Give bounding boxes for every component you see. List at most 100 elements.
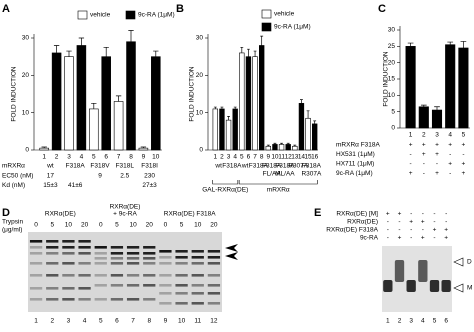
lane-number: 7 bbox=[131, 318, 135, 325]
bar bbox=[405, 46, 416, 129]
y-tick-label: 10 bbox=[388, 92, 396, 99]
row-cell: + bbox=[448, 161, 452, 168]
row-cell: 15±3 bbox=[43, 182, 58, 189]
error-bar bbox=[280, 142, 283, 145]
concentration: 20 bbox=[210, 222, 218, 229]
row-cell: + bbox=[444, 227, 448, 234]
lane-number: 16 bbox=[311, 154, 319, 161]
band-arrow bbox=[225, 244, 238, 252]
row-cell: - bbox=[462, 151, 464, 158]
panel-letter: C bbox=[378, 3, 386, 15]
gel-band bbox=[110, 252, 124, 255]
error-bar bbox=[213, 106, 217, 109]
gel-band bbox=[143, 284, 156, 287]
row-cell: - bbox=[398, 227, 400, 234]
gel-band bbox=[126, 252, 140, 255]
gel-band bbox=[110, 257, 124, 260]
gel-band bbox=[46, 240, 59, 243]
error-bar bbox=[233, 106, 237, 109]
bar bbox=[278, 144, 285, 151]
gel-band bbox=[46, 298, 59, 301]
panel-letter: D bbox=[2, 207, 10, 219]
y-tick-label: 30 bbox=[388, 27, 396, 34]
lane-number: 1 bbox=[386, 318, 390, 325]
gel-band bbox=[78, 287, 91, 290]
bar bbox=[64, 56, 74, 151]
row-cell: + bbox=[462, 161, 466, 168]
gel-band bbox=[159, 302, 172, 305]
concentration: 0 bbox=[34, 222, 38, 229]
error-bar bbox=[293, 144, 297, 147]
bar bbox=[232, 108, 238, 151]
category-label: R307A bbox=[301, 171, 322, 178]
bracket bbox=[238, 180, 318, 185]
gel-band bbox=[78, 252, 91, 255]
gel-band bbox=[159, 292, 172, 295]
gel-band bbox=[46, 274, 59, 277]
gel-band bbox=[191, 292, 204, 295]
bar bbox=[431, 109, 443, 129]
lane-number: 3 bbox=[67, 318, 71, 325]
bar bbox=[292, 145, 298, 151]
gel-band bbox=[78, 246, 91, 249]
lane-number: 5 bbox=[240, 154, 244, 161]
row-cell: + bbox=[444, 235, 448, 242]
gel-band bbox=[143, 274, 156, 277]
row-cell: - bbox=[436, 161, 438, 168]
lane-number: 9 bbox=[267, 154, 271, 161]
gel-band bbox=[110, 284, 124, 287]
gel-band bbox=[78, 298, 91, 301]
lane-number: 3 bbox=[227, 154, 231, 161]
lane-number: 4 bbox=[83, 318, 87, 325]
y-tick-label: 15 bbox=[388, 76, 396, 83]
lane-number: 2 bbox=[55, 154, 59, 161]
lane-number: 15 bbox=[304, 154, 312, 161]
gel-band bbox=[126, 262, 140, 265]
y-tick-label: 0 bbox=[25, 147, 29, 154]
error-bar bbox=[253, 50, 257, 57]
gel-band bbox=[175, 284, 188, 287]
band-label: D bbox=[467, 259, 472, 266]
category-label: F318A bbox=[249, 163, 269, 170]
concentration: 10 bbox=[129, 222, 137, 229]
legend-label: 9c-RA (1μM) bbox=[138, 12, 175, 19]
gel-band bbox=[126, 298, 140, 301]
row-cell: + bbox=[462, 170, 466, 177]
row-label: RXRα(DE) F318A bbox=[326, 227, 378, 234]
row-cell: - bbox=[410, 235, 412, 242]
error-bar bbox=[266, 144, 270, 147]
category-label: F318A bbox=[262, 163, 282, 170]
row-cell: - bbox=[423, 170, 425, 177]
band-label: M bbox=[467, 285, 472, 292]
gel-band bbox=[62, 240, 75, 243]
row-label: 9c-RA (1μM) bbox=[336, 170, 373, 177]
y-tick-label: 20 bbox=[388, 59, 396, 66]
bar bbox=[51, 52, 62, 151]
lane-number: 8 bbox=[260, 154, 264, 161]
error-bar bbox=[91, 102, 97, 109]
error-bar bbox=[286, 142, 290, 145]
lane-number: 2 bbox=[398, 318, 402, 325]
y-tick-label: 0 bbox=[199, 147, 203, 154]
lane-number: 3 bbox=[67, 154, 71, 161]
gel-band bbox=[110, 274, 124, 277]
error-bar bbox=[240, 46, 244, 53]
band-arrow bbox=[453, 257, 464, 267]
panel-letter: A bbox=[2, 3, 10, 15]
row-cell: - bbox=[387, 235, 389, 242]
row-cell: 230 bbox=[144, 173, 155, 180]
lane-number: 1 bbox=[34, 318, 38, 325]
gel-band bbox=[191, 250, 204, 253]
gel-band bbox=[29, 262, 43, 265]
gel-band bbox=[159, 284, 172, 287]
gel-band bbox=[207, 284, 221, 287]
gel-band bbox=[394, 260, 405, 282]
group-label: RXRα(DE) F318A bbox=[164, 211, 216, 218]
legend-label: vehicle bbox=[274, 11, 295, 18]
row-cell: - bbox=[410, 211, 412, 218]
bar bbox=[219, 108, 225, 151]
gel-band bbox=[143, 257, 156, 260]
lane-number: 1 bbox=[409, 132, 413, 139]
gel-band bbox=[94, 257, 107, 260]
row-label: mRXRα bbox=[2, 163, 25, 170]
